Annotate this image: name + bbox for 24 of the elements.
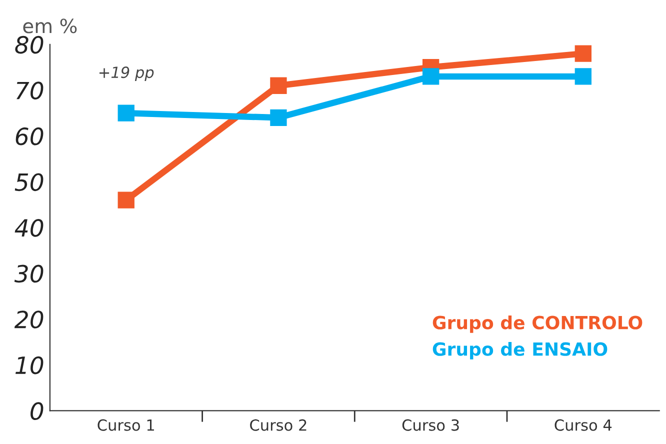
x-tick-label: Curso 3 bbox=[402, 419, 459, 431]
y-tick-label: 40 bbox=[14, 218, 44, 237]
y-tick-label: 50 bbox=[14, 173, 44, 192]
x-tick-label: Curso 4 bbox=[554, 419, 612, 431]
point bbox=[574, 68, 592, 85]
x-tick-label: Curso 1 bbox=[98, 419, 154, 431]
point bbox=[270, 77, 287, 94]
text: Grupo de CONTROLO bbox=[432, 315, 642, 333]
point bbox=[270, 109, 287, 126]
text: Grupo de ENSAIO bbox=[432, 342, 608, 360]
x-tick-label: Curso 2 bbox=[250, 419, 306, 431]
y-tick-label: 10 bbox=[16, 356, 44, 374]
y-tick-label: 0 bbox=[30, 402, 44, 420]
y-axis-title: em % bbox=[23, 18, 77, 34]
point bbox=[574, 45, 592, 62]
point bbox=[422, 68, 440, 85]
y-tick-label: 20 bbox=[14, 310, 44, 328]
point bbox=[118, 104, 134, 122]
y-tick-label: 70 bbox=[16, 82, 44, 100]
y-tick-label: 30 bbox=[14, 264, 44, 283]
y-tick-label: 60 bbox=[16, 127, 44, 146]
annotation: +19 pp bbox=[99, 66, 154, 82]
y-tick-label: 80 bbox=[15, 36, 44, 54]
point bbox=[118, 192, 134, 208]
